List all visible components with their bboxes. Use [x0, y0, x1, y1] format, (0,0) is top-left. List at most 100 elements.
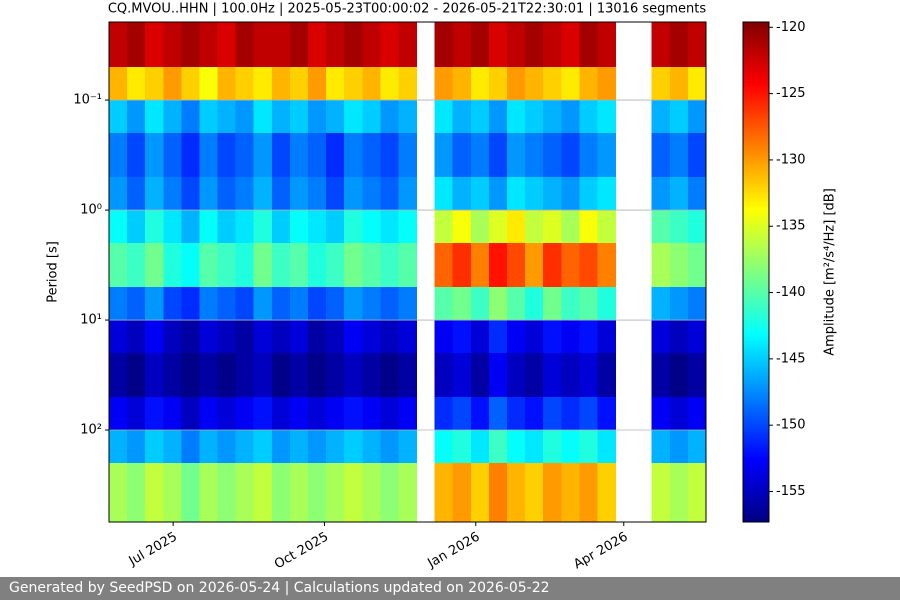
heatmap-cell	[326, 430, 345, 464]
heatmap-cell	[398, 320, 418, 354]
heatmap-cell	[579, 210, 598, 244]
heatmap-cell	[199, 396, 219, 431]
heatmap-cell	[434, 210, 454, 244]
heatmap-cell	[199, 320, 219, 354]
heatmap-cell	[525, 243, 544, 288]
heatmap-cell	[669, 100, 689, 134]
heatmap-cell	[597, 176, 617, 211]
heatmap-cell	[326, 133, 345, 178]
heatmap-cell	[145, 396, 164, 431]
heatmap-cell	[488, 396, 508, 431]
heatmap-cell	[181, 243, 200, 288]
heatmap-cell	[127, 430, 146, 464]
heatmap-cell	[289, 22, 309, 68]
heatmap-cell	[326, 286, 345, 321]
heatmap-cell	[380, 22, 399, 68]
heatmap-cell	[326, 320, 345, 354]
heatmap	[109, 22, 707, 523]
heatmap-cell	[308, 22, 327, 68]
heatmap-cell	[687, 286, 707, 321]
heatmap-cell	[597, 210, 617, 244]
heatmap-cell	[579, 353, 598, 398]
heatmap-cell	[326, 66, 345, 101]
heatmap-cell	[687, 22, 707, 68]
heatmap-cell	[669, 320, 689, 354]
heatmap-cell	[669, 430, 689, 464]
heatmap-cell	[344, 243, 363, 288]
heatmap-cell	[380, 396, 399, 431]
heatmap-cell	[199, 463, 219, 523]
heatmap-cell	[181, 320, 200, 354]
heatmap-cell	[145, 286, 164, 321]
heatmap-cell	[488, 243, 508, 288]
heatmap-cell	[199, 66, 219, 101]
heatmap-cell	[271, 66, 291, 101]
heatmap-cell	[181, 133, 200, 178]
heatmap-cell	[127, 286, 146, 321]
x-tick-label: Oct 2025	[272, 530, 331, 573]
heatmap-cell	[127, 100, 146, 134]
heatmap-cell	[217, 100, 237, 134]
heatmap-cell	[687, 66, 707, 101]
heatmap-cell	[289, 286, 309, 321]
heatmap-cell	[579, 100, 598, 134]
y-axis-label: Period [s]	[46, 241, 61, 303]
heatmap-cell	[669, 396, 689, 431]
heatmap-cell	[271, 430, 291, 464]
heatmap-cell	[362, 176, 381, 211]
heatmap-cell	[308, 396, 327, 431]
heatmap-cell	[271, 133, 291, 178]
heatmap-cell	[308, 210, 327, 244]
y-tick-label: 10¹	[80, 313, 102, 328]
colorbar-tick-label: -150	[776, 418, 806, 433]
heatmap-cell	[507, 210, 526, 244]
heatmap-cell	[145, 353, 164, 398]
heatmap-cell	[452, 396, 472, 431]
heatmap-cell	[434, 353, 454, 398]
heatmap-cell	[289, 133, 309, 178]
heatmap-cell	[543, 210, 562, 244]
heatmap-cell	[398, 353, 418, 398]
heatmap-cell	[669, 210, 689, 244]
heatmap-cell	[235, 133, 255, 178]
heatmap-cell	[543, 463, 562, 523]
heatmap-cell	[109, 430, 128, 464]
heatmap-cell	[362, 243, 381, 288]
heatmap-cell	[380, 463, 399, 523]
heatmap-cell	[651, 133, 671, 178]
heatmap-cell	[398, 286, 418, 321]
heatmap-cell	[380, 286, 399, 321]
heatmap-cell	[127, 463, 146, 523]
heatmap-cell	[326, 243, 345, 288]
heatmap-cell	[109, 66, 128, 101]
heatmap-cell	[217, 243, 237, 288]
heatmap-cell	[344, 100, 363, 134]
heatmap-cell	[507, 22, 526, 68]
heatmap-cell	[470, 286, 490, 321]
heatmap-cell	[289, 176, 309, 211]
heatmap-cell	[507, 100, 526, 134]
heatmap-cell	[163, 320, 182, 354]
heatmap-cell	[507, 430, 526, 464]
heatmap-cell	[507, 176, 526, 211]
heatmap-cell	[235, 22, 255, 68]
heatmap-cell	[344, 133, 363, 178]
heatmap-cell	[271, 176, 291, 211]
heatmap-cell	[289, 210, 309, 244]
heatmap-cell	[344, 286, 363, 321]
heatmap-cell	[434, 100, 454, 134]
heatmap-cell	[452, 176, 472, 211]
heatmap-cell	[488, 66, 508, 101]
heatmap-cell	[561, 286, 580, 321]
heatmap-cell	[452, 243, 472, 288]
heatmap-cell	[380, 66, 399, 101]
heatmap-cell	[380, 210, 399, 244]
heatmap-cell	[380, 430, 399, 464]
heatmap-cell	[597, 133, 617, 178]
heatmap-cell	[145, 463, 164, 523]
heatmap-cell	[398, 66, 418, 101]
heatmap-cell	[308, 286, 327, 321]
heatmap-cell	[199, 22, 219, 68]
heatmap-cell	[561, 243, 580, 288]
heatmap-cell	[669, 66, 689, 101]
